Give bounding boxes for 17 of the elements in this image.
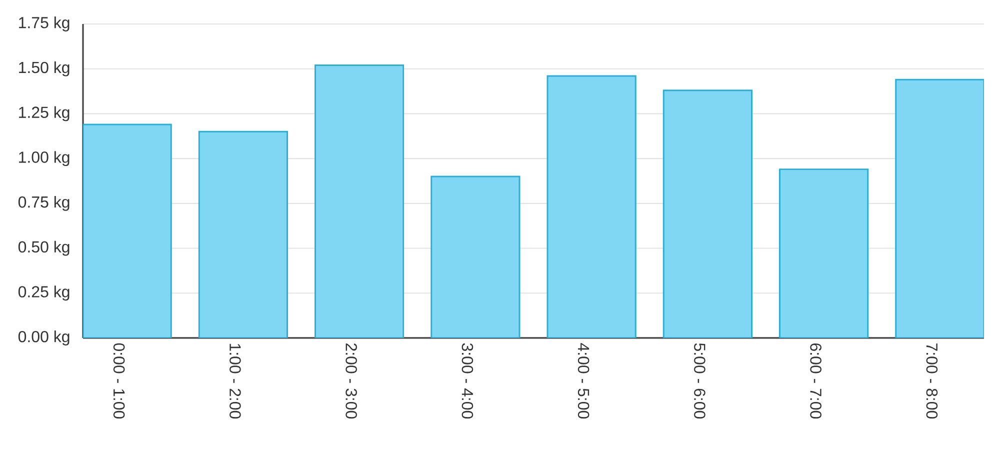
x-tick-label: 7:00 - 8:00 [926,344,938,419]
x-tick-label: 1:00 - 2:00 [230,344,241,419]
y-tick-label: 0.75 kg [18,196,70,211]
bar [314,64,404,338]
y-tick-label: 1.75 kg [19,16,70,32]
x-tick-label: 6:00 - 7:00 [810,344,822,419]
x-tick-label: 4:00 - 5:00 [578,343,590,419]
y-tick-label: 0.50 kg [18,240,70,256]
y-tick-label: 1.50 kg [19,61,70,76]
x-tick-label: 2:00 - 3:00 [346,343,357,419]
y-tick-label: 1.25 kg [19,106,70,122]
x-tick-label: 5:00 - 6:00 [694,343,706,419]
x-tick-label: 0:00 - 1:00 [113,343,125,419]
y-tick-label: 0.00 kg [18,330,70,346]
x-tick-label: 3:00 - 4:00 [462,343,474,419]
y-tick-label: 1.00 kg [19,151,70,166]
y-tick-label: 0.25 kg [18,286,70,301]
